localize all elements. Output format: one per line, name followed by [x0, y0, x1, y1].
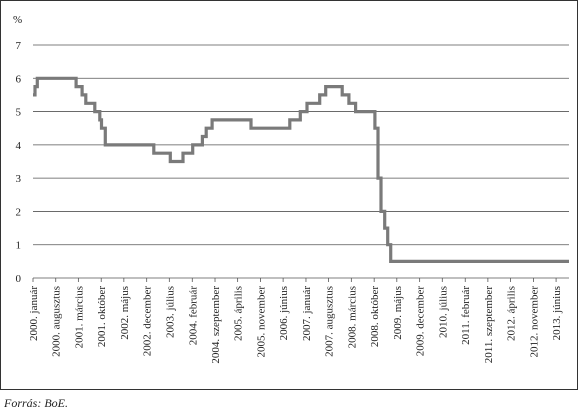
x-tick-label: 2007. január [301, 286, 313, 341]
y-tick-label: 5 [16, 107, 22, 119]
x-tick-label: 2013. június [551, 286, 563, 340]
y-tick-label: 1 [16, 240, 22, 252]
x-tick-label: 2011. szeptember [483, 286, 495, 364]
y-tick-label: 7 [16, 40, 22, 52]
y-tick-label: 6 [16, 73, 22, 85]
x-tick-label: 2007. augusztus [324, 286, 336, 357]
x-tick-label: 2012. április [506, 286, 518, 341]
x-tick-label: 2004. február [187, 286, 199, 346]
series-line-0 [33, 76, 569, 263]
gridlines [33, 44, 569, 279]
y-tick-label: 3 [16, 173, 22, 185]
x-tick-label: 2000. január [28, 286, 40, 341]
y-tick-label: 0 [16, 273, 22, 285]
x-tick-label: 2000. augusztus [51, 286, 63, 357]
source-note: Forrás: BoE. [4, 396, 68, 410]
x-tick-label: 2004. szeptember [210, 286, 222, 364]
x-tick-label: 2009. május [392, 286, 404, 340]
x-tick-label: 2008. október [369, 286, 381, 347]
x-tick-label: 2006. június [278, 286, 290, 340]
x-tick-label: 2001. október [96, 286, 108, 347]
x-tick-label: 2001. március [73, 286, 85, 348]
x-tick-label: 2002. május [119, 286, 131, 340]
x-tick-label: 2009. december [415, 286, 427, 357]
x-tick-label: 2003. július [164, 286, 176, 338]
series-layer [33, 76, 569, 263]
x-tick-label: 2008. március [346, 286, 358, 348]
x-tick-label: 2005. november [255, 286, 267, 358]
x-tick-label: 2010. július [437, 286, 449, 338]
x-tick-label: 2005. április [233, 286, 245, 341]
x-tick-label: 2011. február [460, 286, 472, 345]
y-tick-label: 2 [16, 206, 22, 218]
y-tick-labels: 0 1 2 3 4 5 6 7 [16, 40, 22, 285]
x-tick-label: 2002. december [142, 286, 154, 357]
y-tick-label: 4 [16, 140, 22, 152]
x-tick-label: 2012. november [528, 286, 540, 358]
x-tick-labels: 2000. január 2000. augusztus 2001. március… [28, 278, 563, 364]
y-unit-label: % [13, 14, 22, 26]
